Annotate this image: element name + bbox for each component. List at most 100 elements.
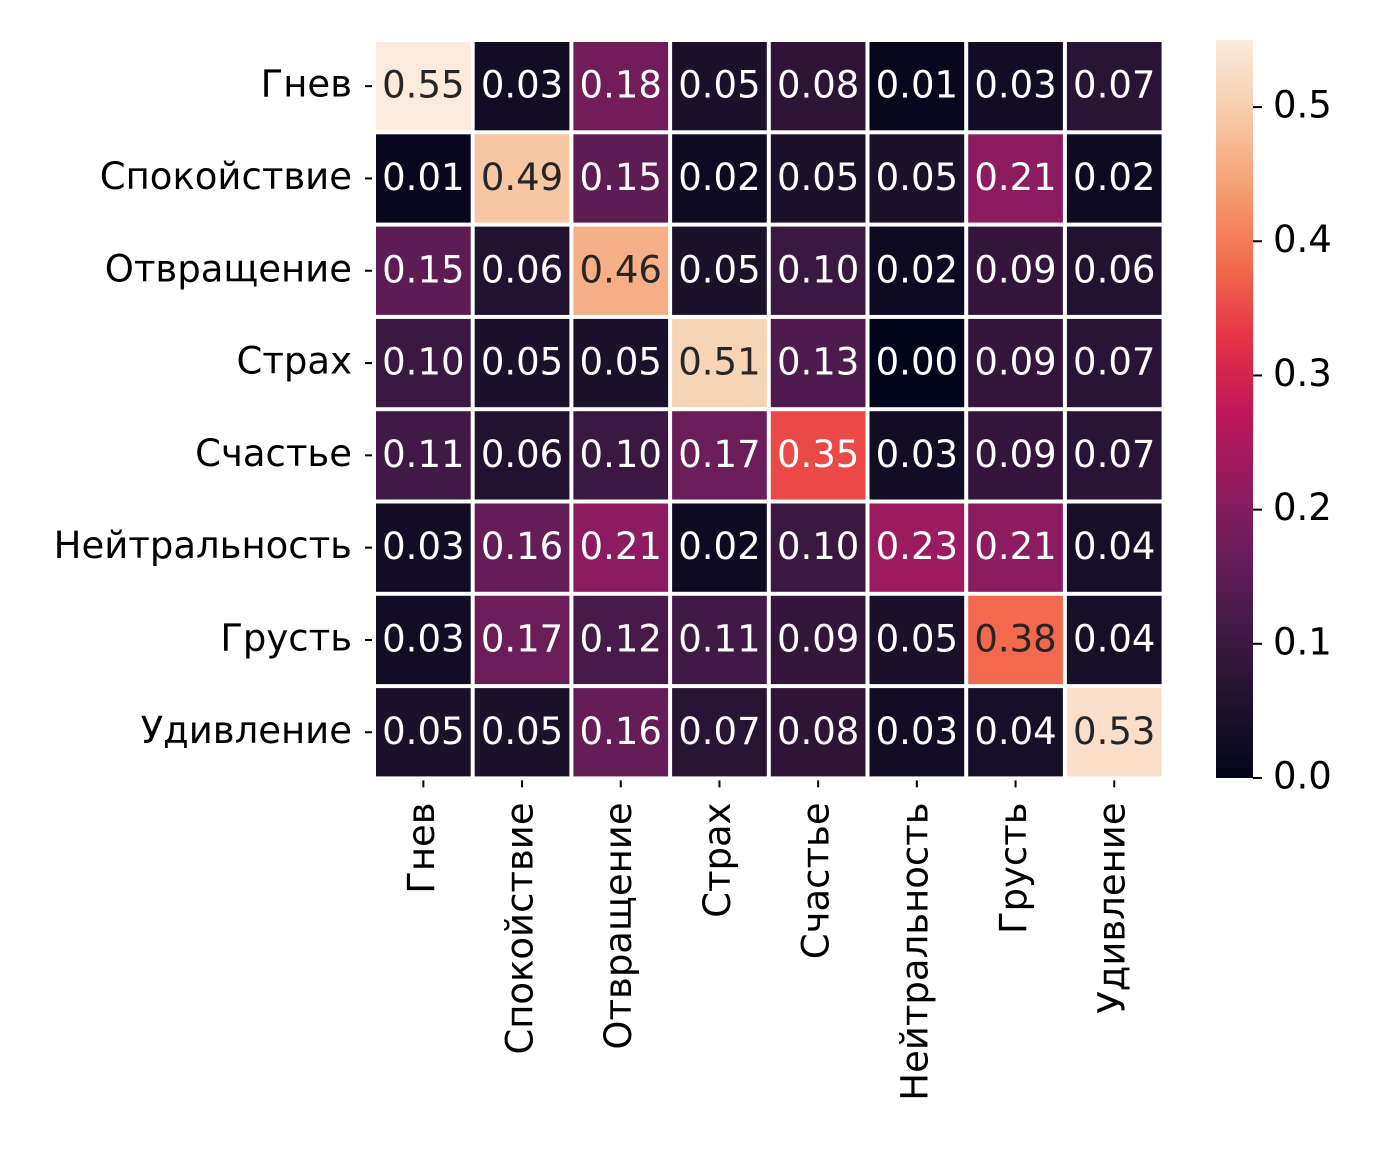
- row-label: Счастье: [195, 432, 352, 475]
- colorbar-tick-label: 0.5: [1273, 84, 1332, 127]
- heatmap-cell: [770, 411, 866, 500]
- cell-value-label: 0.10: [777, 525, 859, 568]
- cell-value-label: 0.23: [876, 525, 958, 568]
- heatmap-cell: [672, 503, 767, 592]
- cell-value-label: 0.18: [580, 64, 662, 107]
- cell-value-label: 0.55: [382, 64, 464, 107]
- cell-value-label: 0.01: [382, 156, 464, 199]
- heatmap-cell: [376, 503, 471, 592]
- heatmap-cell: [770, 595, 866, 685]
- heatmap-cell: [770, 42, 866, 131]
- heatmap-cell: [672, 226, 767, 315]
- cell-value-label: 0.07: [1073, 433, 1155, 476]
- heatmap-cell: [376, 318, 471, 408]
- cell-value-label: 0.03: [974, 64, 1056, 107]
- heatmap-cells: 0.55 0.03 0.18 0.05 0.08 0.01 0.03 0.07 0.01 0.49…: [376, 42, 1162, 777]
- heatmap-cell: [869, 134, 965, 223]
- cell-value-label: 0.15: [382, 248, 464, 291]
- cell-value-label: 0.51: [678, 341, 760, 384]
- heatmap-cell: [1066, 226, 1162, 315]
- cell-value-label: 0.35: [777, 433, 859, 476]
- heatmap-cell: [770, 226, 866, 315]
- column-labels: Гнев Спокойствие Отвращение Страх Счастье Ней…: [400, 780, 1134, 1101]
- row-label: Гнев: [261, 63, 352, 106]
- cell-value-label: 0.21: [974, 525, 1056, 568]
- row-label: Нейтральность: [54, 524, 352, 567]
- cell-value-label: 0.05: [678, 248, 760, 291]
- heatmap-cell: [672, 134, 767, 223]
- column-label: Нейтральность: [893, 802, 936, 1100]
- cell-value-label: 0.09: [777, 617, 859, 660]
- colorbar-tick-label: 0.3: [1273, 352, 1332, 395]
- heatmap-cell: [968, 318, 1063, 408]
- heatmap-cell: [968, 688, 1063, 777]
- heatmap-cell: [474, 688, 570, 777]
- heatmap-cell: [770, 503, 866, 592]
- cell-value-label: 0.03: [876, 710, 958, 753]
- heatmap-cell: [770, 318, 866, 408]
- heatmap-cell: [869, 411, 965, 500]
- heatmap-cell: [968, 503, 1063, 592]
- cell-value-label: 0.07: [678, 710, 760, 753]
- heatmap-cell: [869, 318, 965, 408]
- cell-value-label: 0.21: [580, 525, 662, 568]
- cell-value-label: 0.02: [1073, 156, 1155, 199]
- row-label: Отвращение: [105, 247, 352, 290]
- cell-value-label: 0.06: [481, 433, 563, 476]
- heatmap-cell: [376, 688, 471, 777]
- cell-value-label: 0.03: [876, 433, 958, 476]
- cell-value-label: 0.08: [777, 710, 859, 753]
- colorbar: 0.0 0.1 0.2 0.3 0.4 0.5: [1216, 40, 1332, 798]
- cell-value-label: 0.05: [678, 64, 760, 107]
- cell-value-label: 0.05: [876, 156, 958, 199]
- cell-value-label: 0.05: [481, 710, 563, 753]
- heatmap-cell: [968, 226, 1063, 315]
- cell-value-label: 0.16: [481, 525, 563, 568]
- heatmap-cell: [869, 503, 965, 592]
- cell-value-label: 0.09: [974, 248, 1056, 291]
- cell-value-label: 0.03: [382, 525, 464, 568]
- cell-value-label: 0.04: [1073, 617, 1155, 660]
- heatmap-cell: [376, 134, 471, 223]
- cell-value-label: 0.10: [382, 341, 464, 384]
- cell-value-label: 0.46: [580, 248, 662, 291]
- heatmap-cell: [474, 503, 570, 592]
- cell-value-label: 0.06: [481, 248, 563, 291]
- cell-value-label: 0.38: [974, 617, 1056, 660]
- cell-value-label: 0.00: [876, 341, 958, 384]
- heatmap-cell: [573, 688, 669, 777]
- column-label: Спокойствие: [499, 802, 542, 1054]
- cell-value-label: 0.10: [777, 248, 859, 291]
- row-label: Удивление: [141, 709, 352, 752]
- cell-value-label: 0.05: [481, 341, 563, 384]
- cell-value-label: 0.05: [876, 617, 958, 660]
- heatmap-cell: [672, 318, 767, 408]
- heatmap-cell: [474, 134, 570, 223]
- heatmap-cell: [1066, 595, 1162, 685]
- heatmap-cell: [376, 42, 471, 131]
- cell-value-label: 0.17: [481, 617, 563, 660]
- cell-value-label: 0.03: [382, 617, 464, 660]
- column-label: Грусть: [992, 802, 1035, 934]
- column-label: Удивление: [1091, 802, 1134, 1013]
- cell-value-label: 0.11: [382, 433, 464, 476]
- cell-value-label: 0.02: [876, 248, 958, 291]
- heatmap-cell: [573, 503, 669, 592]
- cell-value-label: 0.53: [1073, 710, 1155, 753]
- cell-value-label: 0.15: [580, 156, 662, 199]
- cell-value-label: 0.05: [777, 156, 859, 199]
- heatmap-cell: [573, 134, 669, 223]
- heatmap-cell: [573, 595, 669, 685]
- heatmap-cell: [573, 42, 669, 131]
- cell-value-label: 0.03: [481, 64, 563, 107]
- column-label: Страх: [696, 802, 739, 917]
- heatmap-cell: [869, 688, 965, 777]
- colorbar-tick-label: 0.4: [1273, 218, 1332, 261]
- heatmap-cell: [770, 134, 866, 223]
- heatmap-cell: [1066, 503, 1162, 592]
- cell-value-label: 0.11: [678, 617, 760, 660]
- cell-value-label: 0.07: [1073, 64, 1155, 107]
- heatmap-cell: [474, 318, 570, 408]
- heatmap-cell: [1066, 411, 1162, 500]
- heatmap-cell: [672, 42, 767, 131]
